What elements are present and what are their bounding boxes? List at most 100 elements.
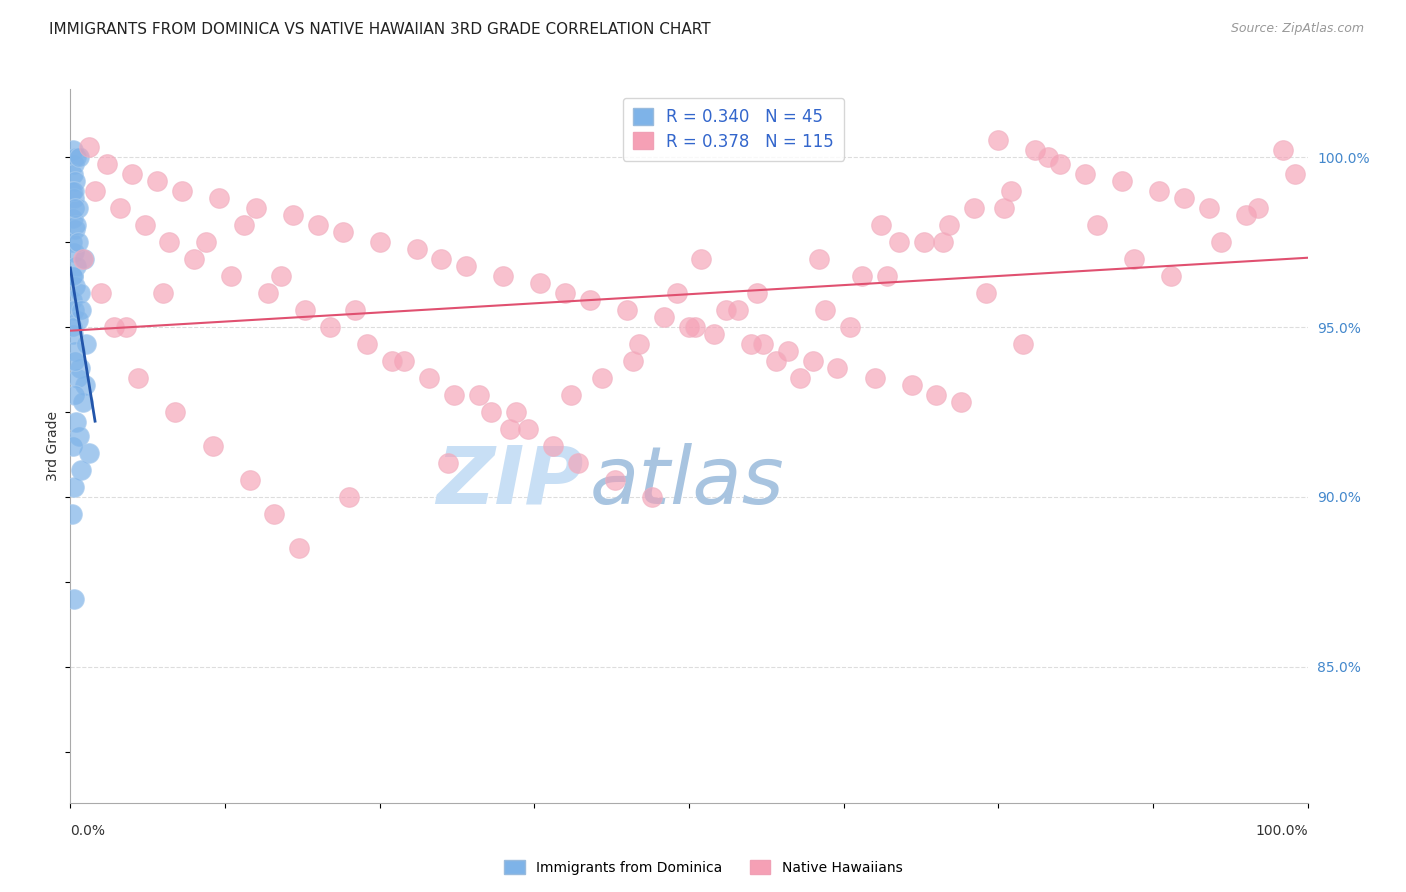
Point [72, 252, 94, 266]
Point [65, 174, 87, 188]
Point [1049, 157, 1071, 171]
Point [307, 218, 329, 232]
Point [876, 269, 898, 284]
Point [801, 354, 824, 368]
Text: 100.0%: 100.0% [1256, 824, 1308, 838]
Point [591, 371, 613, 385]
Point [641, 490, 664, 504]
Point [66, 201, 89, 215]
Point [245, 201, 267, 215]
Point [337, 490, 360, 504]
Point [67, 429, 90, 443]
Point [1024, 144, 1046, 158]
Point [714, 303, 737, 318]
Point [77, 446, 100, 460]
Point [987, 133, 1010, 147]
Text: ZIP: ZIP [436, 442, 583, 521]
Point [263, 507, 285, 521]
Point [418, 371, 440, 385]
Point [62, 144, 84, 158]
Point [65, 388, 87, 402]
Point [993, 201, 1015, 215]
Point [170, 184, 193, 198]
Point [60, 235, 83, 249]
Point [257, 286, 280, 301]
Point [863, 371, 886, 385]
Point [529, 276, 551, 290]
Point [430, 252, 453, 266]
Point [498, 422, 520, 436]
Text: atlas: atlas [591, 442, 785, 521]
Point [807, 252, 830, 266]
Point [63, 191, 86, 205]
Point [62, 320, 84, 334]
Point [381, 354, 404, 368]
Point [1198, 201, 1220, 215]
Point [727, 303, 749, 318]
Point [108, 201, 131, 215]
Point [319, 320, 342, 334]
Point [157, 235, 180, 249]
Point [62, 269, 84, 284]
Point [60, 293, 83, 307]
Point [665, 286, 688, 301]
Point [165, 405, 187, 419]
Point [288, 541, 311, 555]
Point [62, 269, 84, 284]
Point [394, 354, 416, 368]
Point [745, 286, 768, 301]
Point [962, 201, 984, 215]
Point [827, 360, 849, 375]
Point [75, 337, 97, 351]
Point [115, 320, 138, 334]
Point [69, 360, 91, 375]
Point [541, 439, 564, 453]
Point [208, 191, 231, 205]
Point [1209, 235, 1232, 249]
Point [65, 221, 87, 235]
Point [201, 439, 224, 453]
Point [505, 405, 527, 419]
Point [1012, 337, 1035, 351]
Point [789, 371, 811, 385]
Point [75, 377, 97, 392]
Point [65, 218, 87, 232]
Point [134, 218, 156, 232]
Point [479, 405, 502, 419]
Point [195, 235, 218, 249]
Point [343, 303, 366, 318]
Text: 0.0%: 0.0% [70, 824, 105, 838]
Point [628, 337, 651, 351]
Point [69, 286, 91, 301]
Point [1147, 184, 1170, 198]
Point [1085, 218, 1108, 232]
Point [356, 337, 378, 351]
Point [690, 252, 713, 266]
Point [1173, 191, 1195, 205]
Point [62, 167, 84, 181]
Point [66, 313, 89, 327]
Point [931, 235, 953, 249]
Point [1036, 150, 1059, 164]
Point [517, 422, 540, 436]
Point [62, 439, 84, 453]
Point [1234, 208, 1257, 222]
Point [492, 269, 515, 284]
Point [183, 252, 205, 266]
Point [1271, 144, 1294, 158]
Point [62, 211, 84, 226]
Point [1284, 167, 1306, 181]
Point [1000, 184, 1022, 198]
Point [67, 150, 90, 164]
Point [294, 303, 316, 318]
Point [65, 201, 87, 215]
Point [1074, 167, 1097, 181]
Point [121, 167, 143, 181]
Point [65, 343, 87, 358]
Point [765, 354, 787, 368]
Point [678, 320, 700, 334]
Point [814, 303, 837, 318]
Point [73, 252, 96, 266]
Point [938, 218, 960, 232]
Point [63, 480, 86, 494]
